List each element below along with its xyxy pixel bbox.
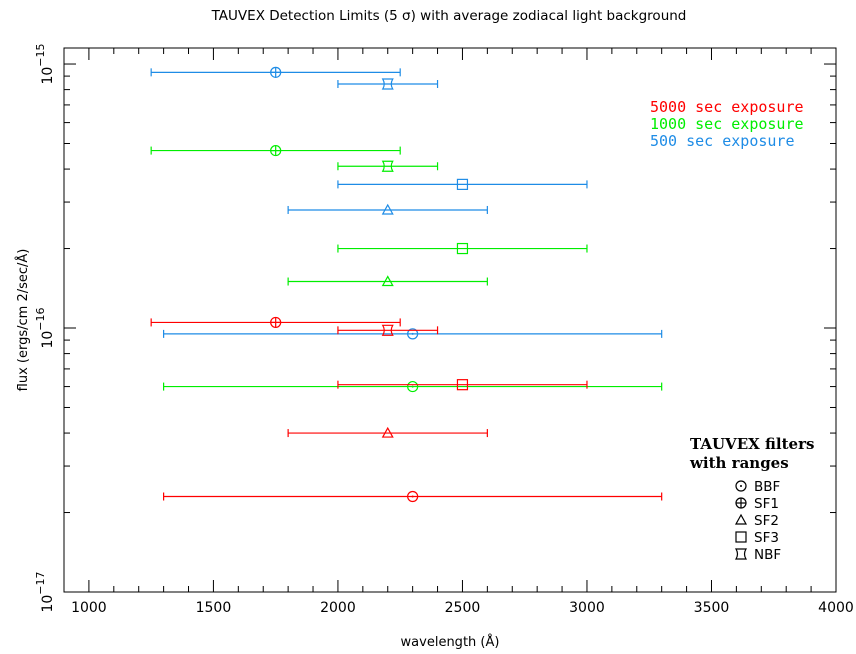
marker-sf3 (456, 242, 469, 255)
y-tick-label: 10−17 (34, 571, 56, 612)
data-point (287, 426, 488, 438)
data-point (337, 160, 439, 172)
marker-sf2 (381, 426, 394, 438)
series (150, 66, 663, 340)
filter-legend-title-2: with ranges (689, 454, 789, 472)
data-point (163, 380, 663, 393)
marker-sf2 (734, 513, 748, 525)
data-point (163, 328, 663, 340)
marker-bbf (735, 480, 747, 492)
x-axis-label: wavelength (Å) (401, 634, 500, 650)
filter-legend-item: SF2 (734, 513, 779, 529)
marker-nbf (381, 324, 394, 336)
data-point (337, 242, 588, 255)
data-point (337, 324, 439, 336)
marker-sf3 (735, 531, 747, 543)
y-tick-labels: 10−17 10−16 10−15 (34, 44, 56, 613)
data-point (163, 490, 663, 503)
data-point (337, 78, 439, 90)
x-tick-label: 2000 (320, 600, 356, 616)
y-tick-label: 10−15 (34, 44, 56, 85)
marker-nbf (734, 548, 748, 560)
filter-legend-label: SF2 (754, 513, 779, 529)
marker-sf2 (381, 203, 394, 215)
data-marks (150, 66, 663, 503)
marker-bbf-dot (411, 495, 414, 498)
x-tick-labels: 1000 1500 2000 2500 3000 3500 4000 (71, 600, 854, 616)
marker-bbf-dot (740, 485, 742, 487)
y-tick-label: 10−16 (34, 307, 56, 348)
marker-bbf-dot (411, 332, 414, 335)
filter-legend-label: BBF (754, 479, 780, 495)
marker-sf2 (381, 275, 394, 287)
marker-sf3 (456, 178, 469, 190)
exposure-legend-entry: 500 sec exposure (650, 132, 795, 150)
data-point (150, 66, 401, 78)
exposure-legend-entry: 1000 sec exposure (650, 115, 804, 133)
marker-nbf (381, 160, 394, 172)
filter-legend-item: SF3 (735, 530, 779, 546)
chart-title: TAUVEX Detection Limits (5 σ) with avera… (211, 8, 687, 24)
filter-legend-label: SF3 (754, 530, 779, 546)
x-tick-label: 3500 (694, 600, 730, 616)
axis-ticks (63, 48, 837, 593)
y-axis-label: flux (ergs/cm 2/sec/Å) (15, 249, 31, 392)
x-tick-label: 4000 (818, 600, 854, 616)
data-point (150, 144, 401, 157)
series (150, 144, 663, 393)
series (150, 316, 663, 503)
filter-legend-label: SF1 (754, 496, 779, 512)
data-point (337, 379, 588, 391)
filter-legend-item: NBF (734, 547, 781, 563)
marker-bbf (407, 380, 419, 393)
x-tick-label: 2500 (445, 600, 481, 616)
filter-legend: TAUVEX filters with ranges BBFSF1SF2SF3N… (689, 435, 814, 563)
plot-frame (63, 47, 837, 593)
marker-bbf (407, 328, 419, 340)
x-tick-label: 3000 (569, 600, 605, 616)
filter-legend-label: NBF (754, 547, 781, 563)
data-point (287, 203, 488, 215)
data-point (287, 275, 488, 287)
data-point (337, 178, 588, 190)
marker-nbf (381, 78, 394, 90)
filter-legend-item: SF1 (735, 496, 779, 512)
marker-bbf-dot (411, 385, 414, 388)
data-point (150, 316, 401, 329)
marker-sf3 (456, 379, 469, 391)
marker-bbf (407, 490, 419, 503)
filter-legend-title-1: TAUVEX filters (690, 435, 814, 453)
x-tick-label: 1000 (71, 600, 107, 616)
x-tick-label: 1500 (196, 600, 232, 616)
filter-legend-item: BBF (735, 479, 780, 495)
exposure-legend-entry: 5000 sec exposure (650, 98, 804, 116)
